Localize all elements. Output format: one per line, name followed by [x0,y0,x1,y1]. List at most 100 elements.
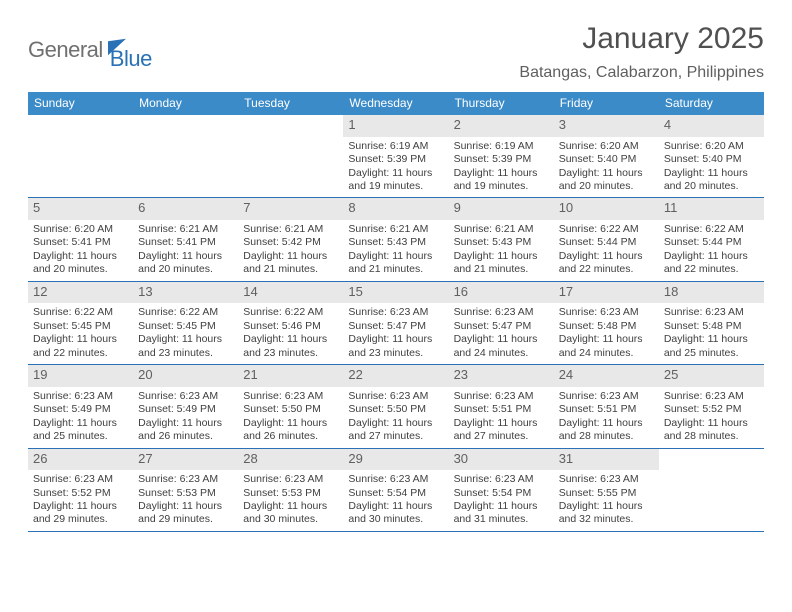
day-cell: 12Sunrise: 6:22 AMSunset: 5:45 PMDayligh… [28,282,133,364]
week-row: 1Sunrise: 6:19 AMSunset: 5:39 PMDaylight… [28,115,764,198]
day-cell: 29Sunrise: 6:23 AMSunset: 5:54 PMDayligh… [343,449,448,531]
day-of-week-cell: Tuesday [238,92,343,115]
daylight-line: Daylight: 11 hours and 30 minutes. [243,500,338,527]
day-number: 17 [554,282,659,304]
day-cell: 5Sunrise: 6:20 AMSunset: 5:41 PMDaylight… [28,198,133,280]
daylight-line: Daylight: 11 hours and 28 minutes. [664,417,759,444]
day-cell: 14Sunrise: 6:22 AMSunset: 5:46 PMDayligh… [238,282,343,364]
day-number: 9 [449,198,554,220]
day-cell: 7 Sunrise: 6:21 AMSunset: 5:42 PMDaylight… [238,198,343,280]
day-cell: 2Sunrise: 6:19 AMSunset: 5:39 PMDaylight… [449,115,554,197]
day-number: 21 [238,365,343,387]
sunset-line: Sunset: 5:50 PM [348,403,443,416]
daylight-line: Daylight: 11 hours and 26 minutes. [138,417,233,444]
day-of-week-cell: Monday [133,92,238,115]
sunrise-line: Sunrise: 6:23 AM [348,473,443,486]
day-cell: 23Sunrise: 6:23 AMSunset: 5:51 PMDayligh… [449,365,554,447]
sunrise-line: Sunrise: 6:21 AM [138,223,233,236]
day-number: 1 [343,115,448,137]
week-row: 12Sunrise: 6:22 AMSunset: 5:45 PMDayligh… [28,282,764,365]
day-cell: 19Sunrise: 6:23 AMSunset: 5:49 PMDayligh… [28,365,133,447]
day-number: 18 [659,282,764,304]
day-number: 4 [659,115,764,137]
sunset-line: Sunset: 5:41 PM [138,236,233,249]
day-of-week-cell: Saturday [659,92,764,115]
day-of-week-cell: Sunday [28,92,133,115]
sunset-line: Sunset: 5:42 PM [243,236,338,249]
day-number: 19 [28,365,133,387]
day-number: 16 [449,282,554,304]
day-cell: 28Sunrise: 6:23 AMSunset: 5:53 PMDayligh… [238,449,343,531]
day-number: 31 [554,449,659,471]
sunrise-line: Sunrise: 6:21 AM [348,223,443,236]
sunset-line: Sunset: 5:44 PM [559,236,654,249]
sunrise-line: Sunrise: 6:21 AM [243,223,338,236]
day-number: 7 [238,198,343,220]
sunrise-line: Sunrise: 6:23 AM [348,306,443,319]
daylight-line: Daylight: 11 hours and 29 minutes. [33,500,128,527]
daylight-line: Daylight: 11 hours and 21 minutes. [243,250,338,277]
week-row: 19Sunrise: 6:23 AMSunset: 5:49 PMDayligh… [28,365,764,448]
day-cell: 4Sunrise: 6:20 AMSunset: 5:40 PMDaylight… [659,115,764,197]
day-cell: 21 Sunrise: 6:23 AMSunset: 5:50 PMDayligh… [238,365,343,447]
empty-cell [238,115,343,197]
month-title: January 2025 [519,22,764,56]
daylight-line: Daylight: 11 hours and 22 minutes. [664,250,759,277]
week-row: 5Sunrise: 6:20 AMSunset: 5:41 PMDaylight… [28,198,764,281]
day-number: 2 [449,115,554,137]
sunrise-line: Sunrise: 6:23 AM [138,473,233,486]
empty-cell [28,115,133,197]
weeks-container: 1Sunrise: 6:19 AMSunset: 5:39 PMDaylight… [28,115,764,532]
sunset-line: Sunset: 5:43 PM [348,236,443,249]
sunset-line: Sunset: 5:47 PM [348,320,443,333]
title-block: January 2025 Batangas, Calabarzon, Phili… [519,22,764,82]
day-number: 15 [343,282,448,304]
sunrise-line: Sunrise: 6:23 AM [454,306,549,319]
daylight-line: Daylight: 11 hours and 23 minutes. [243,333,338,360]
sunset-line: Sunset: 5:44 PM [664,236,759,249]
sunrise-line: Sunrise: 6:22 AM [138,306,233,319]
sunrise-line: Sunrise: 6:19 AM [454,140,549,153]
daylight-line: Daylight: 11 hours and 21 minutes. [454,250,549,277]
day-number: 14 [238,282,343,304]
day-of-week-cell: Friday [554,92,659,115]
day-number: 20 [133,365,238,387]
day-number: 30 [449,449,554,471]
daylight-line: Daylight: 11 hours and 30 minutes. [348,500,443,527]
sunrise-line: Sunrise: 6:23 AM [454,473,549,486]
day-cell: 30Sunrise: 6:23 AMSunset: 5:54 PMDayligh… [449,449,554,531]
day-cell: 25Sunrise: 6:23 AMSunset: 5:52 PMDayligh… [659,365,764,447]
sunrise-line: Sunrise: 6:23 AM [348,390,443,403]
day-number: 23 [449,365,554,387]
daylight-line: Daylight: 11 hours and 27 minutes. [348,417,443,444]
sunset-line: Sunset: 5:51 PM [559,403,654,416]
sunrise-line: Sunrise: 6:23 AM [138,390,233,403]
sunset-line: Sunset: 5:45 PM [33,320,128,333]
sunset-line: Sunset: 5:40 PM [559,153,654,166]
day-cell: 18Sunrise: 6:23 AMSunset: 5:48 PMDayligh… [659,282,764,364]
sunset-line: Sunset: 5:43 PM [454,236,549,249]
daylight-line: Daylight: 11 hours and 29 minutes. [138,500,233,527]
daylight-line: Daylight: 11 hours and 22 minutes. [559,250,654,277]
daylight-line: Daylight: 11 hours and 20 minutes. [559,167,654,194]
daylight-line: Daylight: 11 hours and 26 minutes. [243,417,338,444]
sunrise-line: Sunrise: 6:23 AM [33,473,128,486]
daylight-line: Daylight: 11 hours and 24 minutes. [559,333,654,360]
day-cell: 10Sunrise: 6:22 AMSunset: 5:44 PMDayligh… [554,198,659,280]
daylight-line: Daylight: 11 hours and 19 minutes. [348,167,443,194]
sunrise-line: Sunrise: 6:23 AM [664,390,759,403]
sunrise-line: Sunrise: 6:20 AM [559,140,654,153]
day-cell: 11Sunrise: 6:22 AMSunset: 5:44 PMDayligh… [659,198,764,280]
day-cell: 1Sunrise: 6:19 AMSunset: 5:39 PMDaylight… [343,115,448,197]
sunset-line: Sunset: 5:45 PM [138,320,233,333]
day-number: 11 [659,198,764,220]
calendar-page: General Blue January 2025 Batangas, Cala… [0,0,792,542]
day-cell: 26Sunrise: 6:23 AMSunset: 5:52 PMDayligh… [28,449,133,531]
sunrise-line: Sunrise: 6:23 AM [664,306,759,319]
sunrise-line: Sunrise: 6:23 AM [243,390,338,403]
day-of-week-cell: Wednesday [343,92,448,115]
sunrise-line: Sunrise: 6:23 AM [454,390,549,403]
daylight-line: Daylight: 11 hours and 20 minutes. [33,250,128,277]
day-of-week-header: SundayMondayTuesdayWednesdayThursdayFrid… [28,92,764,115]
sunset-line: Sunset: 5:50 PM [243,403,338,416]
